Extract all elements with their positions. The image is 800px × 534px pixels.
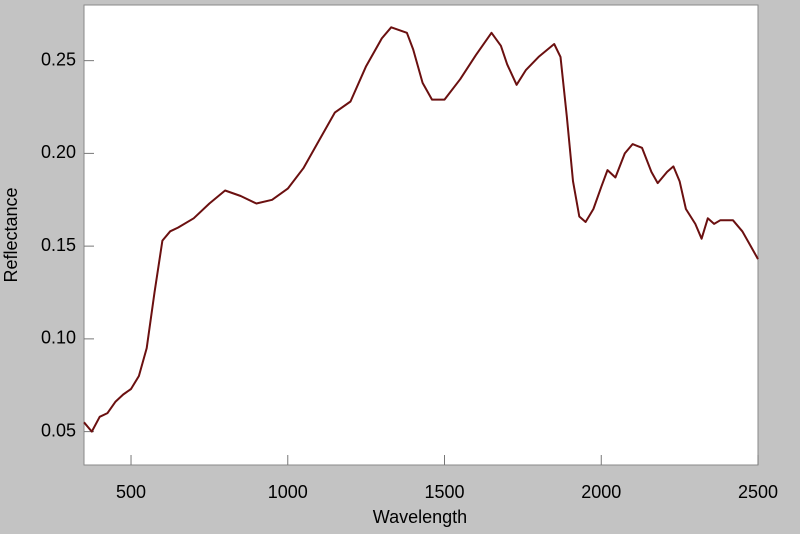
y-axis-label: Reflectance: [1, 187, 21, 282]
x-tick-label: 1000: [268, 482, 308, 502]
y-tick-label: 0.10: [41, 328, 76, 348]
plot-area: [83, 4, 759, 466]
y-tick-label: 0.20: [41, 142, 76, 162]
x-tick-label: 2000: [581, 482, 621, 502]
x-tick-label: 2500: [738, 482, 778, 502]
y-tick-label: 0.15: [41, 235, 76, 255]
x-tick-label: 500: [116, 482, 146, 502]
spectrum-line: [83, 26, 759, 433]
x-axis-label: Wavelength: [373, 507, 467, 527]
x-tick-label: 1500: [424, 482, 464, 502]
y-tick-label: 0.05: [41, 420, 76, 440]
y-tick-label: 0.25: [41, 49, 76, 69]
